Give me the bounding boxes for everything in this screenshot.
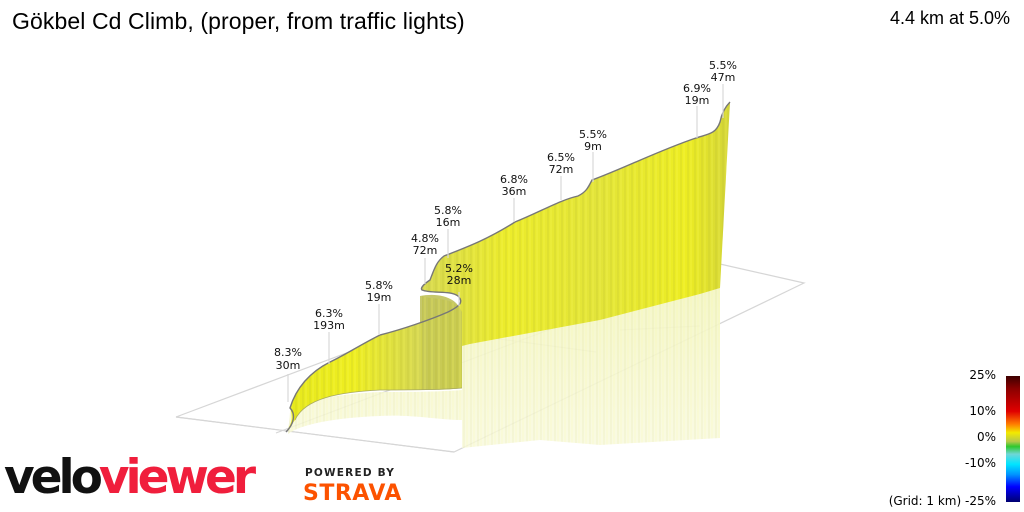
profile-line (285, 101, 731, 433)
legend-tick: -10% (964, 456, 996, 470)
annotation-grade: 6.3% (315, 307, 343, 320)
segment-annotations: 8.3% 30m 6.3% 193m 5.8% 19m 4.8% 72m 5.8… (274, 59, 737, 372)
annotation-length: 72m (549, 163, 574, 176)
annotation-grade: 5.8% (365, 279, 393, 292)
annotation-grade: 6.8% (500, 173, 528, 186)
veloviewer-logo: veloviewer (4, 450, 256, 505)
powered-by-label: POWERED BY (305, 467, 396, 479)
logo-velo: velo (4, 450, 103, 505)
climb-summary: 4.4 km at 5.0% (889, 8, 1010, 28)
annotation-grade: 5.2% (445, 262, 473, 275)
annotation-length: 36m (502, 185, 527, 198)
legend-tick: 10% (969, 404, 996, 418)
legend-tick: 0% (976, 430, 996, 444)
annotation-length: 19m (367, 291, 392, 304)
annotation-length: 19m (685, 94, 710, 107)
gradient-color-legend: 25% 10% 0% -10% (Grid: 1 km) -25% (889, 368, 1024, 512)
chart-title: Gökbel Cd Climb, (proper, from traffic l… (12, 8, 465, 34)
annotation-grade: 5.5% (709, 59, 737, 72)
annotation-length: 47m (711, 71, 736, 84)
annotation-grade: 6.9% (683, 82, 711, 95)
annotation-length: 193m (313, 319, 345, 332)
annotation-length: 30m (276, 359, 301, 372)
annotation-leaders (287, 84, 724, 402)
legend-tick: 25% (969, 368, 996, 382)
annotation-length: 28m (447, 274, 472, 287)
logo-viewer: viewer (98, 450, 256, 505)
legend-tick: (Grid: 1 km) -25% (888, 494, 996, 508)
annotation-length: 16m (436, 216, 461, 229)
annotation-grade: 8.3% (274, 346, 302, 359)
annotation-grade: 5.8% (434, 204, 462, 217)
strava-logo: STRAVA (303, 481, 402, 506)
annotation-length: 72m (413, 244, 438, 257)
annotation-grade: 4.8% (411, 232, 439, 245)
annotation-grade: 6.5% (547, 151, 575, 164)
annotation-length: 9m (584, 140, 602, 153)
annotation-grade: 5.5% (579, 128, 607, 141)
gradient-color-bar (1006, 376, 1020, 502)
